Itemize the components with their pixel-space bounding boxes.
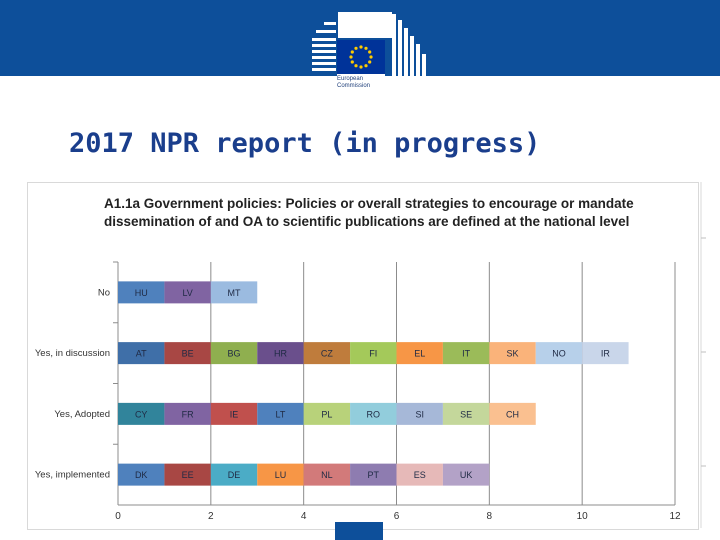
bar-segment-label: UK: [460, 470, 473, 480]
bar-segment: [118, 281, 165, 304]
bar-segment-label: NL: [321, 470, 333, 480]
bar-segment: [489, 402, 536, 425]
bar-segment: [442, 342, 490, 365]
bar-segment: [303, 402, 351, 425]
bar-segment: [350, 402, 397, 425]
bar-segment: [350, 463, 397, 486]
bar-segment: [210, 402, 258, 425]
bottom-brand-tab: [335, 522, 383, 540]
bar-segment-label: CY: [135, 409, 148, 419]
x-tick-label: 10: [577, 511, 589, 522]
bar-segment-label: RO: [367, 409, 381, 419]
wordmark-line-1: European: [337, 76, 364, 82]
bar-segment: [210, 342, 258, 365]
bar-segment: [303, 342, 351, 365]
bar-segment-label: BG: [228, 349, 241, 359]
bar-segment-label: LU: [275, 470, 287, 480]
bar-segment-label: DE: [228, 470, 241, 480]
bar-segment: [164, 402, 211, 425]
bar-segment: [164, 342, 211, 365]
bar-segment-label: IT: [462, 349, 471, 359]
x-tick-label: 2: [208, 511, 214, 522]
bar-segment: [257, 402, 304, 425]
x-tick-label: 12: [669, 511, 681, 522]
category-label: Yes, Adopted: [54, 409, 110, 420]
right-edge-ruler: [700, 182, 706, 528]
category-label: No: [98, 287, 110, 298]
berlaymont-building-graphic: [312, 12, 426, 76]
bar-segment-label: CZ: [321, 349, 333, 359]
bar-segment-label: HR: [274, 349, 287, 359]
bar-segment: [396, 463, 443, 486]
bar-segment: [210, 463, 258, 486]
bar-segment: [442, 463, 490, 486]
category-label: Yes, implemented: [35, 470, 110, 481]
bar-segment-label: DK: [135, 470, 148, 480]
bar-segment: [118, 463, 165, 486]
bar-segment: [118, 402, 165, 425]
bar-segment: [489, 342, 536, 365]
bar-segment-label: HU: [135, 288, 148, 298]
bar-segment-label: IE: [230, 409, 239, 419]
bar-segment: [303, 463, 351, 486]
bar-segment-label: IR: [601, 349, 611, 359]
bar-segment-label: ES: [414, 470, 426, 480]
wordmark-line-2: Commission: [337, 83, 371, 89]
x-tick-label: 8: [487, 511, 493, 522]
x-tick-label: 0: [115, 511, 121, 522]
bar-segment-label: MT: [228, 288, 241, 298]
bar-segment-label: LT: [276, 409, 286, 419]
bar-segment-label: CH: [506, 409, 519, 419]
bar-segment-label: SK: [507, 349, 519, 359]
bar-segment-label: PT: [368, 470, 380, 480]
bar-segment-label: SI: [415, 409, 424, 419]
bar-segment-label: NO: [552, 349, 566, 359]
bar-segment-label: LV: [182, 288, 192, 298]
bar-segment: [164, 281, 211, 304]
bar-segment: [257, 463, 304, 486]
commission-wordmark: European Commission: [337, 76, 385, 98]
bar-segment: [396, 342, 443, 365]
bar-segment: [164, 463, 211, 486]
bar-segment: [535, 342, 583, 365]
bar-segment-label: FI: [369, 349, 377, 359]
bar-segment: [396, 402, 443, 425]
bar-segment-label: PL: [321, 409, 332, 419]
bar-segment: [257, 342, 304, 365]
bar-segment-label: SE: [460, 409, 472, 419]
eu-stars: [349, 45, 373, 69]
bar-segment: [582, 342, 629, 365]
bar-segment: [442, 402, 490, 425]
chart-title: A1.1a Government policies: Policies or o…: [104, 196, 634, 229]
x-tick-label: 6: [394, 511, 400, 522]
bar-segment-label: BE: [182, 349, 194, 359]
bar-segment: [350, 342, 397, 365]
bar-segment: [210, 281, 258, 304]
bar-segment-label: EE: [182, 470, 194, 480]
bar-segment: [118, 342, 165, 365]
bar-segment-label: FR: [182, 409, 194, 419]
x-tick-label: 4: [301, 511, 307, 522]
category-label: Yes, in discussion: [35, 348, 110, 359]
bar-segment-label: AT: [136, 349, 147, 359]
slide-title: 2017 NPR report (in progress): [69, 128, 541, 159]
bar-segment-label: EL: [414, 349, 425, 359]
european-commission-logo: [312, 12, 426, 100]
